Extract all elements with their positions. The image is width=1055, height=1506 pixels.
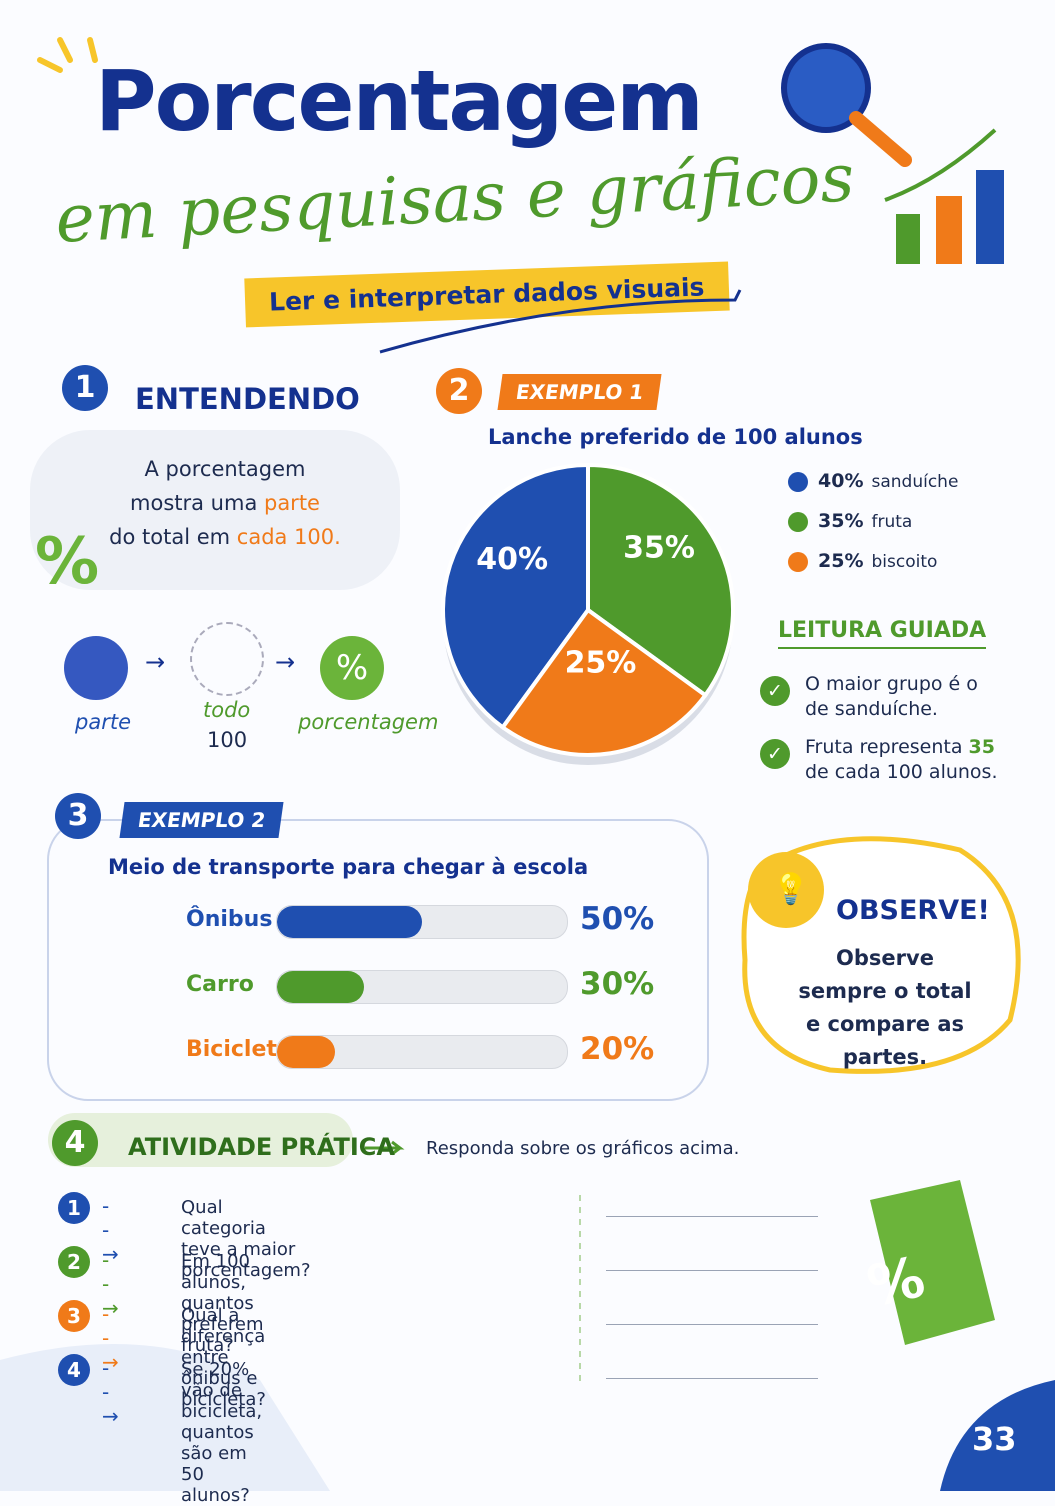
text: de cada 100 alunos. [805, 761, 998, 783]
bar-track [276, 970, 568, 1004]
bar [277, 906, 422, 938]
highlight: cada 100. [236, 525, 341, 549]
bar-track [276, 905, 568, 939]
section-title: ENTENDENDO [135, 382, 360, 416]
question-arrow: - - → [102, 1248, 121, 1320]
category-label: Bicicleta [186, 1037, 292, 1062]
section-number: 3 [55, 793, 101, 839]
question-arrow: - - → [102, 1302, 121, 1374]
legend-label: fruta [871, 512, 913, 532]
guide-item: ✓ O maior grupo é o de sanduíche. [760, 672, 1020, 722]
legend-item: 40% sanduíche [788, 470, 958, 492]
definition: A porcentagem mostra uma parte do total … [60, 452, 390, 554]
page-number: 33 [972, 1420, 1017, 1458]
value-label: 30% [580, 966, 655, 1002]
section-number: 2 [436, 368, 482, 414]
guide-item: ✓ Fruta representa 35 de cada 100 alunos. [760, 735, 1020, 785]
check: ✓ [760, 676, 790, 706]
legend-value: 25% [818, 550, 864, 572]
answer-line [606, 1270, 818, 1271]
legend-swatch [788, 511, 808, 532]
section-label: EXEMPLO 1 [497, 374, 662, 410]
slice-label: 35% [623, 530, 695, 565]
text: mostra uma [130, 491, 264, 515]
legend-label: sanduíche [871, 472, 959, 492]
question-number: 2 [58, 1246, 90, 1278]
guide-text: O maior grupo é o de sanduíche. [805, 672, 1020, 722]
pie-slice [499, 607, 709, 757]
check: ✓ [760, 739, 790, 769]
legend-value: 35% [818, 510, 864, 532]
observe-title: OBSERVE! [836, 895, 990, 926]
highlight: 35 [968, 736, 995, 758]
section-number: 1 [62, 365, 108, 411]
slice-label: 25% [565, 645, 637, 680]
pie-chart: 40% 35% 25% [441, 462, 735, 765]
question-text: Em 100 alunos, quantos preferem fruta? [181, 1251, 264, 1356]
legend-swatch [788, 471, 808, 492]
question-number: 1 [58, 1192, 90, 1224]
section-title: ATIVIDADE PRÁTICA [128, 1133, 395, 1161]
cloud [30, 430, 400, 590]
title: Porcentagem [95, 52, 704, 150]
category-label: Carro [186, 972, 254, 997]
diagram-label: todo [203, 698, 251, 722]
guide-title: LEITURA GUIADA [778, 618, 987, 649]
question-number: 4 [58, 1354, 90, 1386]
section-number: 4 [52, 1120, 98, 1166]
whole-circle [190, 622, 264, 696]
text: Fruta representa [805, 736, 969, 758]
percent-circle: % [320, 636, 384, 700]
legend-label: biscoito [871, 552, 938, 572]
part-circle [64, 636, 128, 700]
answer-line [606, 1324, 818, 1325]
arrow: → [275, 648, 296, 676]
text: de sanduíche. [805, 698, 938, 720]
text: O maior grupo é o [805, 673, 978, 695]
chart-title: Meio de transporte para chegar à escola [108, 855, 589, 879]
bulb-icon: 💡 [772, 872, 810, 907]
instruction: Responda sobre os gráficos acima. [426, 1138, 740, 1159]
bar [277, 971, 364, 1003]
question-number: 3 [58, 1300, 90, 1332]
observe-text: Observe sempre o total e compare as part… [798, 946, 972, 1069]
question-arrow: - - → [102, 1194, 121, 1266]
text: do total em [109, 525, 237, 549]
arrow: → [145, 648, 166, 676]
guide-text: Fruta representa 35 de cada 100 alunos. [805, 735, 1020, 785]
bar-track [276, 1035, 568, 1069]
value-label: 20% [580, 1031, 655, 1067]
chart-title: Lanche preferido de 100 alunos [488, 425, 863, 449]
percent-symbol: % [35, 525, 100, 599]
question-text: Qual categoria teve a maior porcentagem? [181, 1197, 311, 1281]
highlight: parte [263, 491, 320, 515]
slice-label: 40% [476, 542, 548, 577]
diagram-label: parte [75, 710, 131, 734]
legend-swatch [788, 551, 808, 572]
question-arrow: - - → [102, 1356, 121, 1428]
question-text: Qual a diferença entre ônibus e biciclet… [181, 1305, 266, 1410]
text: A porcentagem [144, 457, 306, 481]
answer-line [606, 1378, 818, 1379]
category-label: Ônibus [186, 907, 273, 932]
question-text: Se 20% vão de bicicleta, quantos são em … [181, 1359, 263, 1506]
pie-slice [586, 462, 735, 699]
diagram-label: 100 [207, 728, 248, 752]
section-label: EXEMPLO 2 [119, 802, 284, 838]
diagram-label: porcentagem [298, 710, 439, 734]
bar [277, 1036, 335, 1068]
legend-item: 35% fruta [788, 510, 912, 532]
pie-slice [441, 462, 590, 731]
answer-line [606, 1216, 818, 1217]
value-label: 50% [580, 901, 655, 937]
legend-value: 40% [818, 470, 864, 492]
legend-item: 25% biscoito [788, 550, 937, 572]
